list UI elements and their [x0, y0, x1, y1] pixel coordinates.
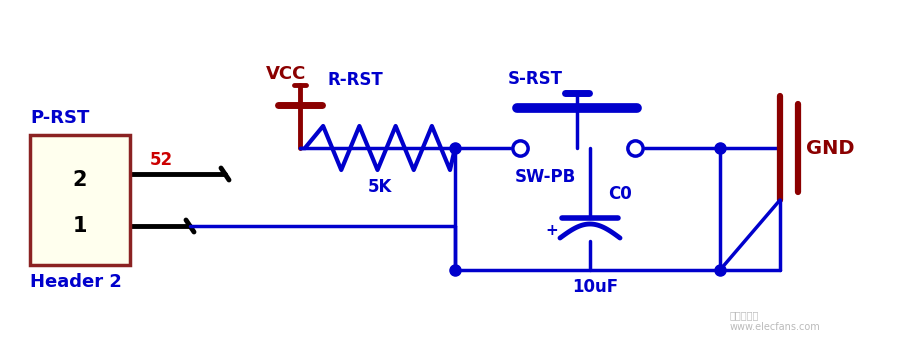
Text: C0: C0	[607, 185, 631, 203]
Text: 10uF: 10uF	[572, 278, 618, 296]
Text: P-RST: P-RST	[30, 109, 89, 127]
Text: VCC: VCC	[266, 65, 306, 83]
Text: S-RST: S-RST	[507, 70, 562, 88]
Text: 1: 1	[73, 216, 87, 236]
Text: SW-PB: SW-PB	[515, 168, 575, 186]
Text: 52: 52	[150, 151, 173, 169]
Text: Header 2: Header 2	[30, 273, 121, 291]
Text: 2: 2	[73, 171, 87, 190]
Text: R-RST: R-RST	[328, 71, 383, 89]
Text: +: +	[544, 223, 557, 238]
Text: GND: GND	[805, 138, 854, 157]
Bar	[30, 135, 130, 265]
Text: 5K: 5K	[367, 178, 391, 196]
Text: 电子发烧友
www.elecfans.com: 电子发烧友 www.elecfans.com	[729, 310, 820, 331]
